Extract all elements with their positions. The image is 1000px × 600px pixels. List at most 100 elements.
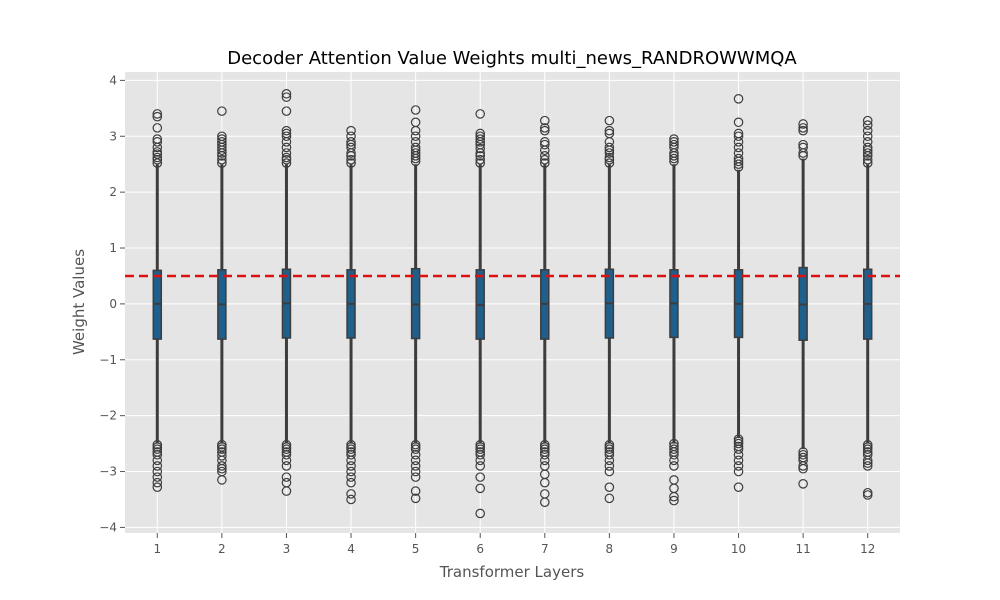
outlier-point [733, 159, 744, 169]
outlier-point [862, 458, 873, 468]
outlier-point [152, 134, 163, 144]
outlier-point [152, 477, 163, 488]
outlier-point [346, 154, 356, 165]
y-tick-label: −2 [99, 409, 117, 423]
outlier-point [346, 125, 356, 136]
outlier-point [539, 449, 550, 460]
outlier-point [539, 125, 550, 136]
outlier-point [281, 92, 292, 102]
outlier-point [152, 461, 163, 471]
outlier-point [475, 461, 486, 471]
outlier-point [733, 466, 744, 477]
outlier-point [539, 151, 550, 161]
box-layer-12 [862, 115, 873, 500]
outlier-point [475, 131, 486, 142]
y-tick-label: 2 [109, 185, 117, 199]
outlier-point [669, 461, 679, 471]
box-layer-1 [152, 109, 163, 492]
outlier-point [281, 125, 292, 136]
y-tick-label: −3 [99, 465, 117, 479]
outlier-point [733, 449, 744, 460]
outlier-point [152, 137, 163, 147]
outlier-point [217, 137, 227, 147]
outlier-point [410, 142, 421, 153]
box-layer-8 [604, 115, 615, 504]
outlier-point [152, 444, 163, 454]
outlier-point [281, 88, 292, 99]
outlier-point [217, 106, 227, 116]
outlier-point [669, 491, 679, 502]
box-series [152, 88, 873, 519]
x-tick-label: 2 [218, 542, 226, 556]
outlier-point [539, 137, 550, 147]
outlier-point [281, 486, 292, 496]
outlier-point [733, 461, 744, 471]
outlier-point [410, 137, 421, 147]
outlier-point [346, 131, 356, 142]
outlier-point [152, 482, 163, 492]
box-layer-7 [539, 115, 550, 508]
outlier-point [475, 444, 486, 454]
plot-area [125, 72, 900, 533]
outlier-point [217, 451, 227, 461]
chart-title: Decoder Attention Value Weights multi_ne… [227, 48, 797, 69]
outlier-point [152, 455, 163, 466]
x-tick-label: 3 [283, 542, 291, 556]
outlier-point [410, 486, 421, 496]
y-tick-label: 4 [109, 73, 117, 87]
outlier-point [798, 119, 808, 129]
outlier-point [410, 461, 421, 471]
outlier-point [604, 152, 615, 163]
outlier-point [669, 153, 679, 164]
outlier-point [281, 128, 292, 139]
outlier-point [604, 482, 615, 492]
outlier-point [733, 117, 744, 128]
outlier-point [798, 125, 808, 136]
outlier-point [410, 117, 421, 128]
outlier-point [346, 444, 356, 454]
y-tick-label: 0 [109, 297, 117, 311]
x-axis-label: Transformer Layers [439, 563, 585, 581]
box-layer-5 [410, 105, 421, 504]
outlier-point [346, 477, 356, 488]
outlier-point [281, 152, 292, 163]
outlier-point [798, 449, 808, 460]
outlier-point [539, 477, 550, 488]
y-tick-label: 1 [109, 241, 117, 255]
outlier-point [475, 449, 486, 460]
outlier-point [346, 466, 356, 477]
box-layer-3 [281, 88, 292, 496]
outlier-point [475, 134, 486, 144]
outlier-point [798, 479, 808, 489]
outlier-point [475, 151, 486, 161]
x-tick-label: 7 [541, 542, 549, 556]
outlier-point [410, 493, 421, 504]
outlier-point [410, 131, 421, 142]
box-layer-4 [346, 125, 356, 505]
outlier-point [410, 472, 421, 482]
box-layer-9 [669, 134, 679, 506]
outlier-point [475, 154, 486, 165]
outlier-point [539, 115, 550, 126]
outlier-point [281, 444, 292, 454]
outlier-point [281, 461, 292, 471]
outlier-point [539, 158, 550, 168]
outlier-point [217, 131, 227, 142]
outlier-point [152, 449, 163, 460]
x-tick-label: 8 [606, 542, 614, 556]
outlier-point [410, 449, 421, 460]
outlier-point [733, 142, 744, 153]
outlier-point [733, 438, 744, 449]
outlier-point [669, 134, 679, 144]
outlier-point [281, 142, 292, 153]
x-tick-label: 4 [347, 542, 355, 556]
x-tick-label: 11 [795, 542, 810, 556]
outlier-point [475, 508, 486, 519]
outlier-point [152, 123, 163, 133]
outlier-point [475, 455, 486, 466]
y-tick-label: 3 [109, 129, 117, 143]
outlier-point [604, 142, 615, 153]
box-layer-11 [798, 119, 808, 489]
outlier-point [604, 461, 615, 471]
outlier-point [733, 455, 744, 466]
